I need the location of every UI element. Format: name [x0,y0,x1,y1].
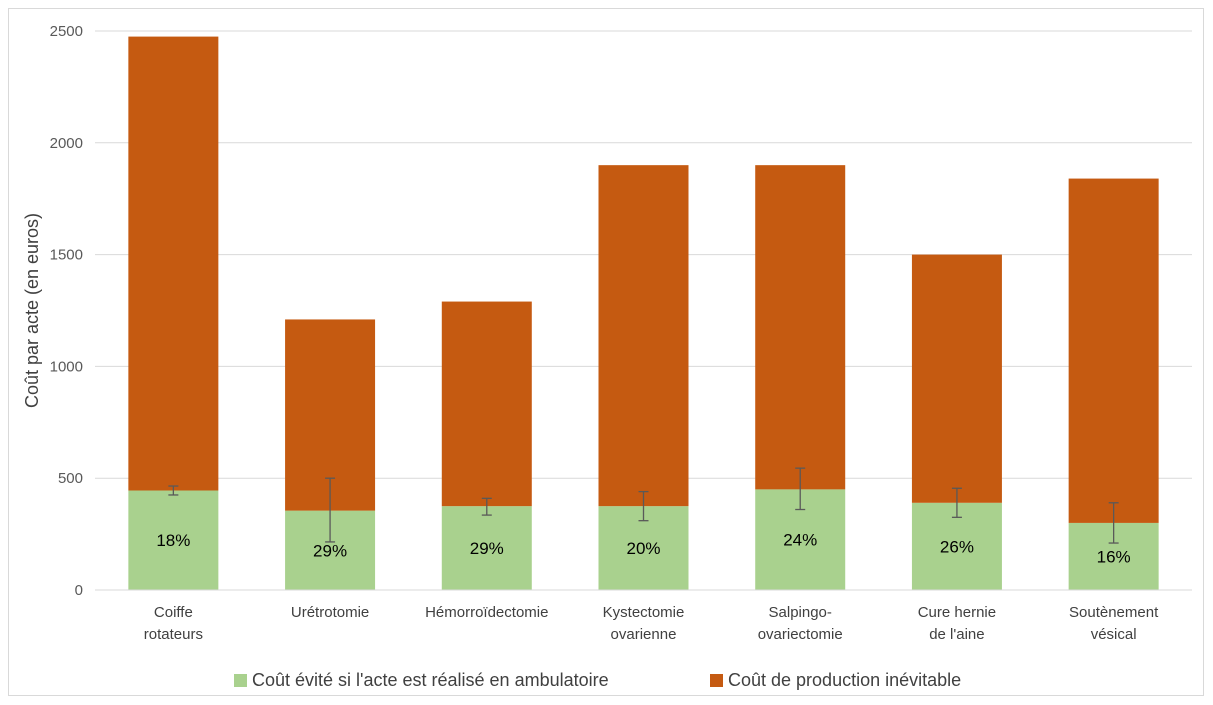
y-tick-label: 1000 [50,358,83,375]
x-tick-label: Cure hernie [918,604,996,621]
x-tick-label: Soutènement [1069,604,1159,621]
bar-unavoidable-cost [128,36,219,491]
bar-avoided-cost [128,490,219,590]
legend-label-avoided: Coût évité si l'acte est réalisé en ambu… [252,670,609,690]
bar-unavoidable-cost [598,165,689,507]
data-label: 29% [470,539,504,558]
x-tick-label: vésical [1091,626,1137,643]
x-tick-label: Hémorroïdectomie [425,604,548,621]
legend-swatch-avoided [234,674,247,687]
y-tick-label: 0 [75,582,83,599]
chart-frame [8,8,1204,696]
y-tick-label: 500 [58,470,83,487]
y-tick-label: 2500 [50,23,83,40]
data-label: 29% [313,541,347,560]
x-tick-label: Coiffe [154,604,193,621]
bar-unavoidable-cost [441,301,532,507]
data-label: 18% [156,531,190,550]
legend-label-unavoidable: Coût de production inévitable [728,670,961,690]
x-tick-label: ovariectomie [758,626,843,643]
y-axis-label: Coût par acte (en euros) [22,213,42,408]
bar-unavoidable-cost [911,254,1002,503]
bar-unavoidable-cost [755,165,846,490]
bar-unavoidable-cost [1068,178,1159,523]
x-tick-label: Salpingo- [769,604,832,621]
data-label: 24% [783,531,817,550]
y-tick-label: 1500 [50,247,83,264]
data-label: 20% [626,539,660,558]
x-tick-label: Urétrotomie [291,604,369,621]
bar-avoided-cost [441,506,532,590]
x-tick-label: rotateurs [144,626,203,643]
y-tick-label: 2000 [50,135,83,152]
data-label: 26% [940,537,974,556]
x-tick-label: ovarienne [611,626,677,643]
x-tick-label: Kystectomie [603,604,685,621]
data-label: 16% [1097,547,1131,566]
legend-swatch-unavoidable [710,674,723,687]
x-tick-label: de l'aine [929,626,984,643]
